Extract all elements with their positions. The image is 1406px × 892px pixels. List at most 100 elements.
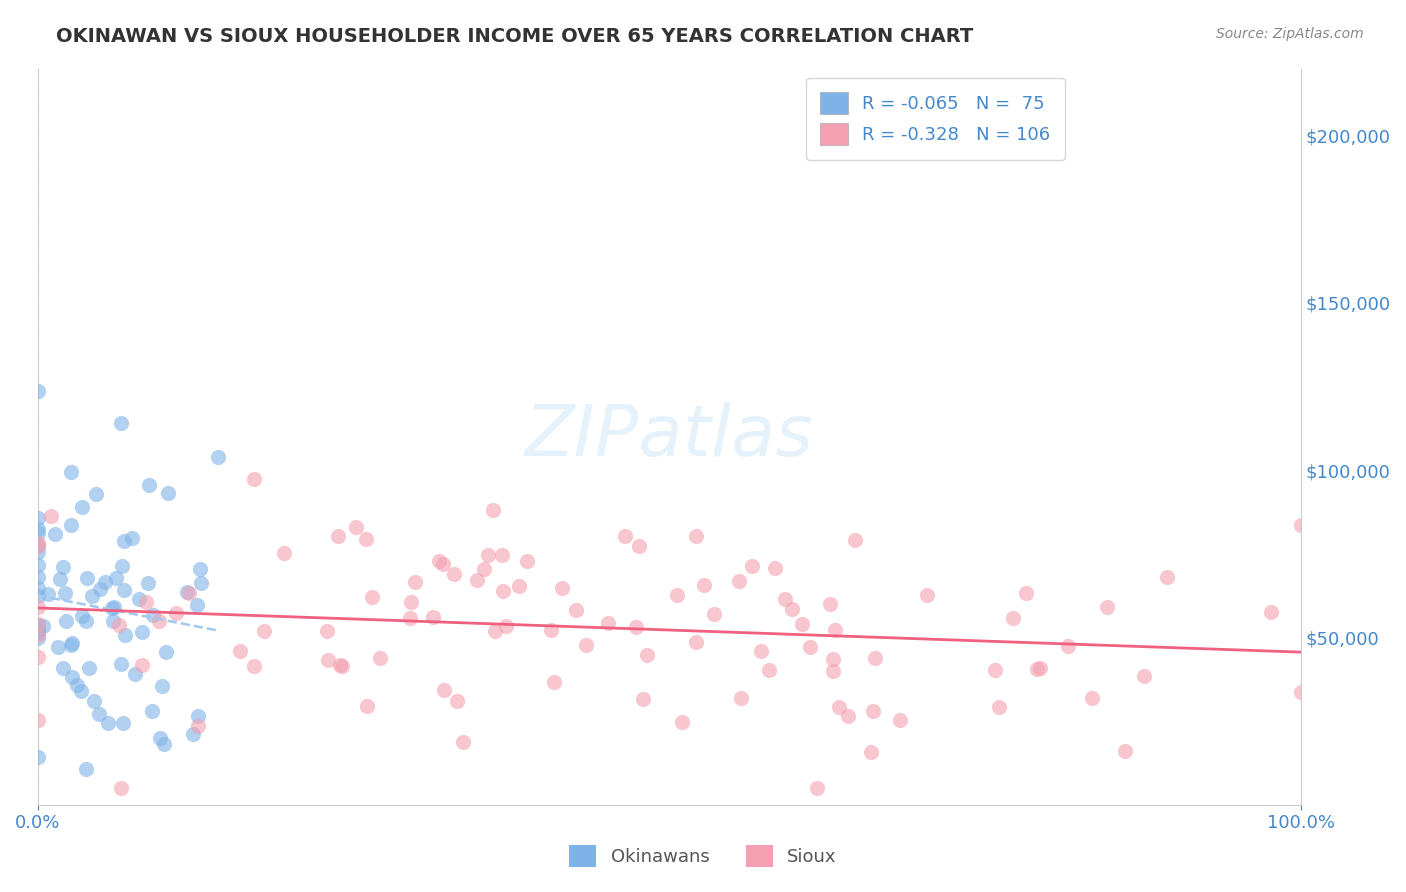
Point — [37, 586, 59, 600]
Point — [1029, 660, 1052, 674]
Point — [59, 465, 82, 479]
Point — [443, 567, 465, 582]
Point — [472, 562, 495, 576]
Point — [727, 574, 749, 589]
Point — [631, 691, 654, 706]
Point — [27, 536, 49, 550]
Point — [27, 384, 49, 398]
Point — [685, 529, 707, 543]
Point — [1133, 669, 1156, 683]
Point — [27, 589, 49, 603]
Point — [131, 625, 153, 640]
Point — [1095, 600, 1118, 615]
Point — [229, 644, 252, 658]
Point — [27, 631, 49, 645]
Point — [46, 640, 69, 655]
Point — [596, 615, 619, 630]
Text: Source: ZipAtlas.com: Source: ZipAtlas.com — [1216, 27, 1364, 41]
Point — [103, 600, 125, 615]
Point — [806, 780, 828, 795]
Point — [1014, 586, 1036, 600]
Point — [27, 539, 49, 553]
Point — [823, 665, 845, 679]
Point — [451, 734, 474, 748]
Point — [751, 644, 773, 658]
Point — [243, 471, 266, 485]
Point — [540, 624, 562, 638]
Point — [741, 558, 763, 573]
Point — [1114, 744, 1136, 758]
Point — [121, 531, 143, 545]
Point — [65, 677, 87, 691]
Point — [27, 538, 49, 552]
Point — [110, 416, 132, 430]
Point — [565, 603, 588, 617]
Point — [44, 527, 66, 541]
Point — [27, 649, 49, 664]
Point — [187, 708, 209, 723]
Point — [138, 477, 160, 491]
Point — [149, 731, 172, 746]
Point — [828, 699, 851, 714]
Point — [1057, 640, 1080, 654]
Point — [492, 584, 515, 599]
Point — [1289, 685, 1312, 699]
Point — [433, 683, 456, 698]
Point — [190, 575, 212, 590]
Point — [32, 619, 55, 633]
Point — [148, 614, 170, 628]
Point — [60, 670, 83, 684]
Point — [108, 618, 131, 632]
Point — [27, 625, 49, 640]
Point — [87, 706, 110, 721]
Point — [399, 611, 422, 625]
Point — [186, 598, 208, 612]
Text: OKINAWAN VS SIOUX HOUSEHOLDER INCOME OVER 65 YEARS CORRELATION CHART: OKINAWAN VS SIOUX HOUSEHOLDER INCOME OVE… — [56, 27, 973, 45]
Point — [112, 583, 135, 598]
Point — [27, 628, 49, 642]
Point — [1002, 611, 1025, 625]
Point — [844, 533, 866, 547]
Point — [83, 694, 105, 708]
Point — [326, 529, 349, 543]
Point — [823, 651, 845, 665]
Point — [103, 614, 125, 628]
Point — [1156, 569, 1178, 583]
Point — [27, 622, 49, 636]
Point — [1289, 518, 1312, 533]
Point — [624, 620, 647, 634]
Point — [987, 700, 1010, 714]
Point — [142, 607, 165, 622]
Point — [730, 691, 752, 706]
Point — [315, 624, 337, 639]
Point — [1260, 605, 1282, 619]
Point — [685, 635, 707, 649]
Point — [97, 715, 120, 730]
Point — [49, 572, 72, 586]
Point — [84, 487, 107, 501]
Point — [112, 533, 135, 548]
Point — [481, 503, 503, 517]
Point — [75, 614, 97, 628]
Point — [671, 714, 693, 729]
Point — [253, 624, 276, 639]
Point — [89, 582, 111, 597]
Point — [368, 650, 391, 665]
Point — [915, 588, 938, 602]
Point — [27, 600, 49, 615]
Point — [52, 660, 75, 674]
Point — [636, 648, 658, 663]
Point — [156, 485, 179, 500]
Point — [27, 569, 49, 583]
Point — [75, 762, 97, 776]
Point — [1026, 662, 1049, 676]
Point — [27, 713, 49, 727]
Point — [177, 586, 200, 600]
Point — [111, 715, 134, 730]
Point — [27, 544, 49, 558]
Point — [77, 661, 100, 675]
Point — [399, 595, 422, 609]
Point — [763, 561, 786, 575]
Point — [422, 610, 444, 624]
Point — [136, 575, 159, 590]
